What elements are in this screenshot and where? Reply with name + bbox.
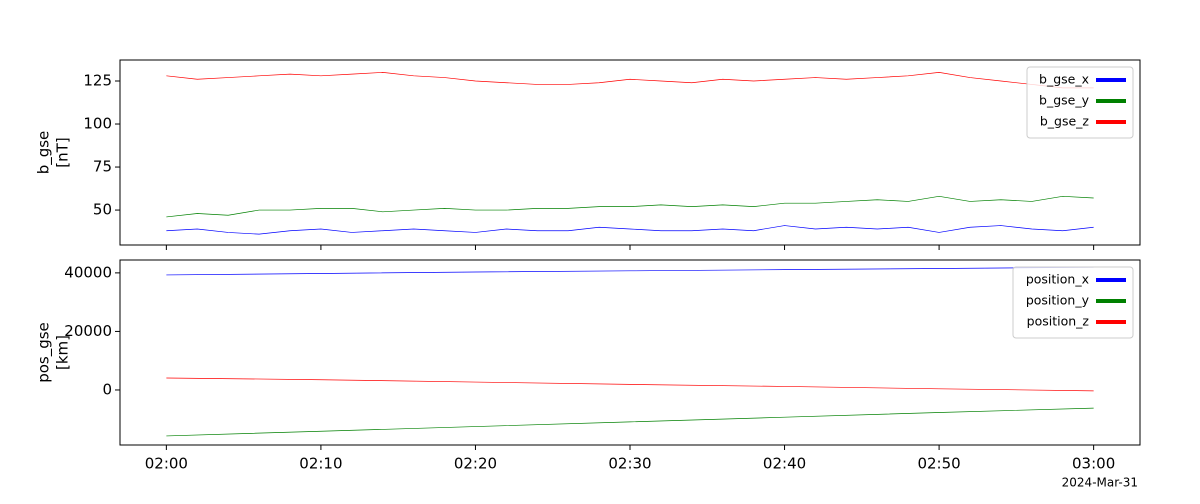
x-tick-label: 02:00 [145,455,188,473]
data-line [166,195,1094,218]
y-tick-label: 0 [102,380,112,398]
x-tick-label: 03:00 [1072,455,1115,473]
x-tick-label: 02:10 [299,455,342,473]
data-line [166,225,1094,235]
y-tick-label: 125 [83,71,112,89]
data-line [166,72,1094,89]
legend: b_gse_x b_gse_y b_gse_z [1026,66,1134,139]
data-line [166,407,1094,437]
date-label: 2024-Mar-31 [1062,476,1138,490]
x-tick-label: 02:50 [917,455,960,473]
y-axis-unit: [km] [54,335,72,370]
x-tick-label: 02:30 [608,455,651,473]
data-line [166,266,1094,276]
y-tick-label: 40000 [64,263,112,281]
legend-label: b_gse_x [1039,72,1089,87]
y-tick-label: 75 [93,158,112,176]
legend-label: b_gse_y [1039,93,1090,108]
y-tick-label: 100 [83,115,112,133]
y-axis-label: b_gse [35,131,54,175]
x-tick-label: 02:40 [763,455,806,473]
data-line [166,377,1094,392]
plot-frame [119,259,1141,446]
y-tick-label: 50 [93,201,112,219]
x-tick-label: 02:20 [454,455,497,473]
legend: position_x position_y position_z [1012,266,1134,339]
y-axis-label: pos_gse [35,322,54,383]
plot-frame [119,59,1141,246]
legend-label: position_y [1026,293,1090,308]
y-axis-unit: [nT] [54,137,72,167]
legend-label: position_z [1027,314,1090,329]
legend-label: position_x [1026,272,1089,287]
legend-label: b_gse_z [1040,114,1090,129]
y-tick-label: 20000 [64,322,112,340]
